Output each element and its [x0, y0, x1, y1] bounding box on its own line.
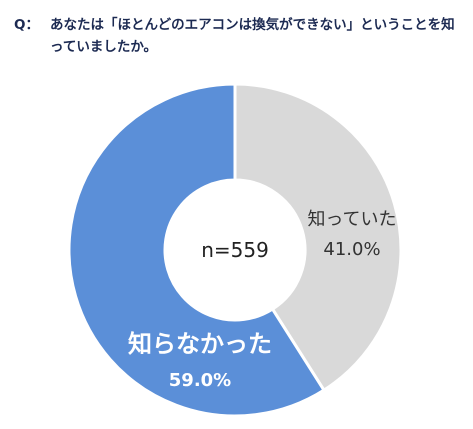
- slice-label-unknown: 知らなかった: [128, 330, 272, 358]
- donut-slices: [67, 82, 403, 418]
- slice-value-known: 41.0%: [323, 239, 380, 260]
- slice-value-unknown: 59.0%: [169, 370, 231, 391]
- slice-label-known: 知っていた: [307, 209, 396, 230]
- slice-unknown: [67, 82, 327, 418]
- question-text: あなたは「ほとんどのエアコンは換気ができない」ということを知っていましたか。: [50, 17, 455, 55]
- question-label: Q：: [14, 17, 39, 33]
- total-count-label: n=559: [201, 238, 269, 262]
